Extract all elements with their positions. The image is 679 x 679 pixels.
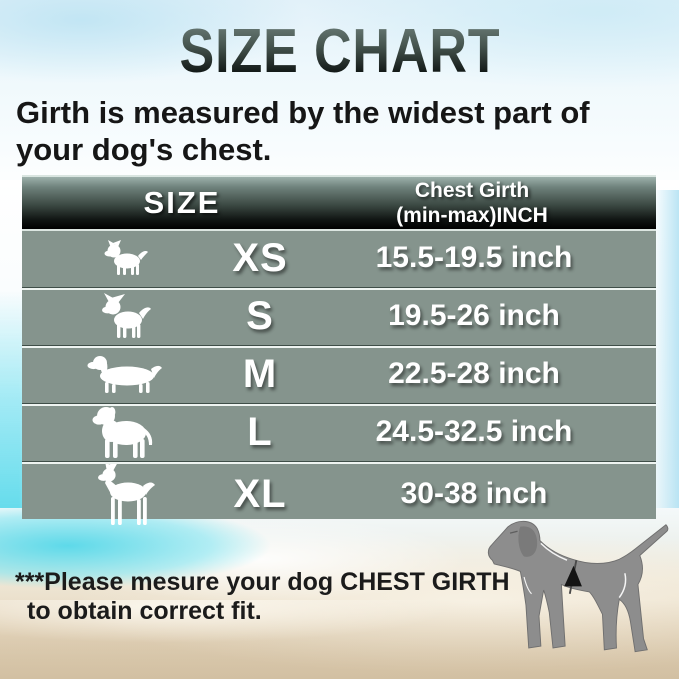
row-divider — [22, 403, 656, 406]
girth-value-s: 19.5-26 inch — [388, 299, 560, 332]
row-divider — [22, 345, 656, 348]
dog-chest-highlight — [523, 576, 532, 595]
girth-arrow-icon — [564, 565, 582, 587]
right-sky-strip — [653, 190, 679, 530]
table-header-row: SIZE Chest Girth (min-max)INCH — [22, 175, 656, 229]
header-girth-line1: Chest Girth — [414, 179, 530, 202]
dog-ear — [518, 526, 538, 557]
footnote-line2: to obtain correct fit. — [27, 597, 262, 625]
girth-value-xl: 30-38 inch — [400, 477, 548, 510]
page-title-text: SIZE CHART — [179, 17, 500, 86]
row-divider — [22, 229, 656, 231]
icon-cell — [22, 461, 228, 527]
footnote-line1: ***Please mesure your dog CHEST GIRTH — [15, 568, 510, 596]
header-girth-cell: Chest Girth (min-max)INCH — [342, 178, 656, 228]
size-label-m: M — [242, 351, 278, 396]
size-label-xs: XS — [232, 235, 288, 280]
size-table: SIZE Chest Girth (min-max)INCH — [22, 175, 656, 525]
table-row-m: M 22.5-28 inch — [22, 345, 656, 403]
page-title: SIZE CHART — [0, 20, 679, 84]
row-divider — [22, 461, 656, 464]
dog-m-icon — [87, 356, 162, 393]
sand-dune-shading — [0, 600, 679, 679]
table-row-l: L 24.5-32.5 inch — [22, 403, 656, 461]
subtitle-line2: your dog's chest. — [16, 132, 272, 167]
size-label-s: S — [246, 293, 274, 338]
size-label-xl: XL — [233, 471, 287, 516]
header-size-label: SIZE — [143, 185, 221, 220]
dog-girth-illustration — [487, 520, 669, 653]
girth-value-xs: 15.5-19.5 inch — [375, 241, 573, 274]
dog-l-icon — [92, 407, 153, 458]
dog-thigh-highlight — [618, 573, 627, 598]
sky-background — [0, 0, 679, 200]
dog-xs-icon — [104, 239, 148, 275]
table-row-xs: XS 15.5-19.5 inch — [22, 229, 656, 287]
subtitle-line1: Girth is measured by the widest part of — [16, 95, 590, 130]
dog-body — [487, 520, 669, 653]
dog-eye — [509, 530, 518, 534]
dog-s-icon — [102, 292, 151, 338]
size-label-l: L — [247, 409, 273, 454]
girth-value-l: 24.5-32.5 inch — [375, 415, 573, 448]
table-row-xl: XL 30-38 inch — [22, 461, 656, 525]
dog-xl-icon — [98, 461, 155, 525]
row-divider — [22, 287, 656, 290]
dog-neck-highlight — [540, 542, 568, 561]
icon-cell — [22, 353, 228, 395]
icon-cell — [22, 239, 228, 277]
icon-cell — [22, 292, 228, 340]
measurement-footnote: ***Please mesure your dog CHEST GIRTH to… — [15, 568, 510, 626]
girth-value-m: 22.5-28 inch — [388, 357, 560, 390]
icon-cell — [22, 404, 228, 460]
table-row-s: S 19.5-26 inch — [22, 287, 656, 345]
header-girth-label: Chest Girth (min-max)INCH — [396, 178, 548, 228]
header-girth-line2: (min-max)INCH — [396, 204, 548, 227]
subtitle: Girth is measured by the widest part of … — [16, 94, 671, 168]
header-size-cell: SIZE — [22, 185, 342, 221]
